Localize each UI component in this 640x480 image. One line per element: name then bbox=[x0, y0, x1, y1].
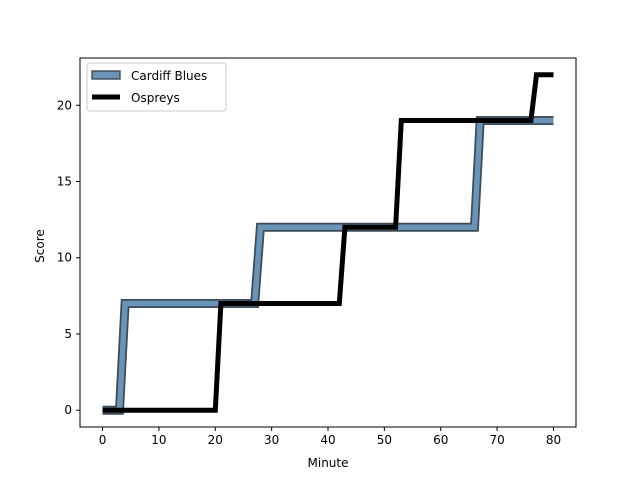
x-tick-label: 20 bbox=[208, 433, 223, 447]
x-tick-label: 40 bbox=[320, 433, 335, 447]
x-tick-label: 80 bbox=[546, 433, 561, 447]
legend: Cardiff Blues Ospreys bbox=[87, 63, 226, 111]
x-tick-label: 60 bbox=[433, 433, 448, 447]
x-tick-label: 30 bbox=[264, 433, 279, 447]
y-tick-label: 5 bbox=[64, 327, 72, 341]
legend-label-cardiff-blues: Cardiff Blues bbox=[131, 69, 207, 83]
x-tick-label: 50 bbox=[377, 433, 392, 447]
y-tick-label: 0 bbox=[64, 403, 72, 417]
legend-label-ospreys: Ospreys bbox=[131, 91, 180, 105]
legend-swatch-cardiff-blues bbox=[92, 71, 120, 79]
y-tick-label: 15 bbox=[57, 175, 72, 189]
x-tick-label: 0 bbox=[99, 433, 107, 447]
x-tick-label: 70 bbox=[489, 433, 504, 447]
x-axis-label: Minute bbox=[308, 456, 349, 470]
y-axis-label: Score bbox=[33, 229, 47, 263]
y-tick-label: 20 bbox=[57, 98, 72, 112]
y-tick-label: 10 bbox=[57, 251, 72, 265]
x-tick-label: 10 bbox=[151, 433, 166, 447]
